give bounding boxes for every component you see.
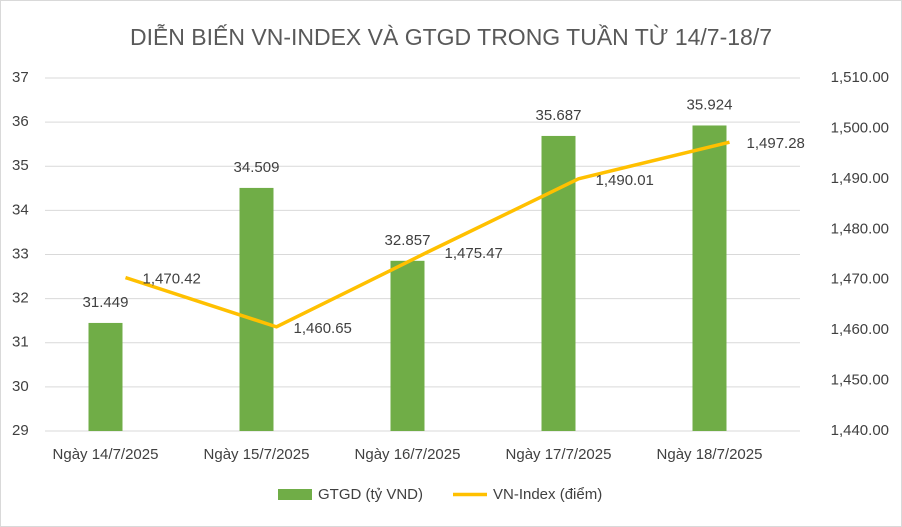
y-tick-label: 30 bbox=[12, 378, 29, 395]
x-tick-label: Ngày 15/7/2025 bbox=[204, 446, 310, 463]
y2-tick-label: 1,450.00 bbox=[831, 372, 889, 389]
bar bbox=[390, 260, 425, 431]
line-value-label: 1,470.42 bbox=[143, 271, 201, 288]
y2-tick-label: 1,500.00 bbox=[831, 119, 889, 136]
line-value-label: 1,475.47 bbox=[445, 245, 503, 262]
y-tick-label: 34 bbox=[12, 201, 29, 218]
legend-label: GTGD (tỷ VND) bbox=[318, 486, 423, 503]
line-value-label: 1,497.28 bbox=[747, 135, 805, 152]
bar-value-label: 31.449 bbox=[83, 294, 129, 311]
legend-label: VN-Index (điểm) bbox=[493, 486, 602, 503]
bar-value-label: 32.857 bbox=[385, 232, 431, 249]
y2-tick-label: 1,440.00 bbox=[831, 422, 889, 439]
y-tick-label: 35 bbox=[12, 157, 29, 174]
y-tick-label: 37 bbox=[12, 69, 29, 86]
bar bbox=[88, 322, 123, 431]
x-tick-label: Ngày 18/7/2025 bbox=[657, 446, 763, 463]
y-tick-label: 36 bbox=[12, 113, 29, 130]
line-value-label: 1,460.65 bbox=[294, 320, 352, 337]
y-tick-label: 31 bbox=[12, 334, 29, 351]
y2-tick-label: 1,510.00 bbox=[831, 69, 889, 86]
y-tick-label: 33 bbox=[12, 245, 29, 262]
bar bbox=[541, 135, 576, 431]
x-tick-label: Ngày 17/7/2025 bbox=[506, 446, 612, 463]
bar bbox=[239, 187, 274, 431]
line bbox=[124, 140, 730, 329]
bar-value-label: 34.509 bbox=[234, 159, 280, 176]
y2-tick-label: 1,470.00 bbox=[831, 271, 889, 288]
x-tick-label: Ngày 16/7/2025 bbox=[355, 446, 461, 463]
y-tick-label: 32 bbox=[12, 290, 29, 307]
y2-tick-label: 1,480.00 bbox=[831, 220, 889, 237]
line-value-label: 1,490.01 bbox=[596, 172, 654, 189]
y-tick-label: 29 bbox=[12, 422, 29, 439]
bar bbox=[692, 125, 727, 431]
chart-title: DIỄN BIẾN VN-INDEX VÀ GTGD TRONG TUẦN TỪ… bbox=[130, 22, 772, 50]
y2-tick-label: 1,460.00 bbox=[831, 321, 889, 338]
bar-value-label: 35.924 bbox=[687, 96, 733, 113]
legend-swatch bbox=[278, 489, 312, 500]
y2-tick-label: 1,490.00 bbox=[831, 170, 889, 187]
x-tick-label: Ngày 14/7/2025 bbox=[53, 446, 159, 463]
bar-value-label: 35.687 bbox=[536, 107, 582, 124]
